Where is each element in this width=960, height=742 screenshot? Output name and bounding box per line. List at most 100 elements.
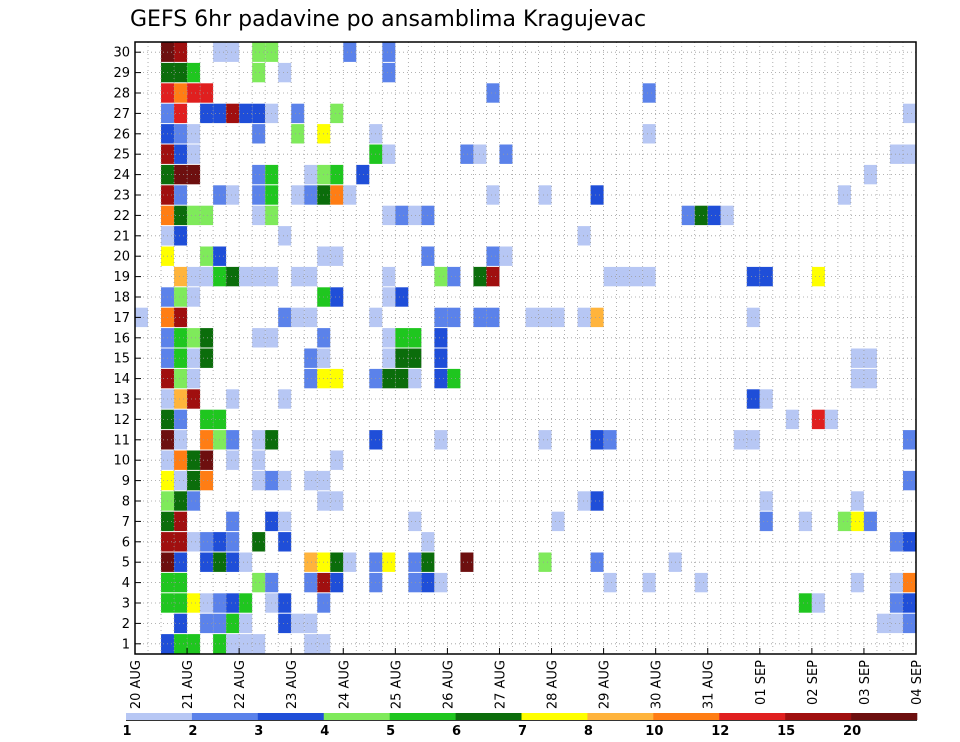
cell-member-9-step-6 (200, 470, 214, 491)
cell-member-25-step-60 (902, 144, 916, 164)
cell-member-2-step-6 (200, 613, 214, 634)
plot-frame (134, 41, 917, 655)
y-tick-label-24: 24 (113, 168, 130, 183)
cell-member-11-step-24 (434, 430, 448, 450)
cell-member-24-step-16 (330, 164, 344, 185)
cell-member-13-step-12 (278, 389, 292, 409)
colorbar-label-10: 10 (645, 724, 663, 739)
x-tick-label-5: 25 AUG (389, 660, 404, 709)
colorbar-swatch-12 (851, 713, 918, 720)
cell-member-24-step-5 (187, 164, 201, 185)
cell-member-21-step-35 (577, 226, 591, 246)
cell-member-10-step-16 (330, 450, 344, 470)
cell-member-22-step-45 (707, 205, 721, 226)
cell-member-21-step-4 (174, 226, 188, 246)
cell-member-5-step-20 (382, 552, 396, 572)
cell-member-2-step-12 (278, 613, 292, 634)
cell-member-26-step-4 (174, 124, 188, 144)
cell-member-3-step-4 (174, 593, 188, 613)
cell-member-8-step-35 (577, 491, 591, 511)
cell-member-17-step-13 (291, 307, 305, 328)
colorbar-label-12: 12 (711, 724, 729, 739)
chart-title: GEFS 6hr padavine po ansamblima Kragujev… (130, 7, 646, 32)
y-tick-label-17: 17 (113, 311, 130, 326)
cell-member-4-step-10 (252, 572, 266, 593)
cell-member-27-step-9 (239, 103, 253, 124)
cell-member-14-step-4 (174, 368, 188, 389)
cell-member-17-step-36 (590, 307, 604, 328)
cell-member-2-step-4 (174, 613, 188, 634)
cell-member-27-step-8 (226, 103, 240, 124)
cell-member-7-step-12 (278, 511, 292, 532)
cell-member-4-step-44 (694, 572, 708, 593)
colorbar-label-15: 15 (777, 724, 795, 739)
x-tick-label-3: 23 AUG (285, 660, 300, 709)
y-tick-label-29: 29 (113, 66, 130, 81)
colorbar-label-3: 3 (254, 724, 263, 739)
cell-member-25-step-26 (460, 144, 474, 164)
x-tick-label-11: 31 AUG (702, 660, 717, 709)
cell-member-3-step-8 (226, 593, 240, 613)
cell-member-14-step-24 (434, 368, 448, 389)
cell-member-16-step-4 (174, 328, 188, 348)
cell-member-15-step-6 (200, 348, 214, 368)
colorbar-swatch-6 (455, 713, 522, 720)
cell-member-16-step-20 (382, 328, 396, 348)
cell-member-4-step-24 (434, 572, 448, 593)
cell-member-16-step-21 (395, 328, 409, 348)
x-tick-label-0: 20 AUG (129, 660, 144, 709)
x-tick-label-7: 27 AUG (493, 660, 508, 709)
cell-member-7-step-49 (759, 511, 773, 532)
cell-member-20-step-6 (200, 246, 214, 266)
cell-member-23-step-4 (174, 185, 188, 205)
cell-member-15-step-21 (395, 348, 409, 368)
cell-member-9-step-14 (304, 470, 318, 491)
cell-member-2-step-13 (291, 613, 305, 634)
cell-member-18-step-16 (330, 287, 344, 307)
cell-member-7-step-56 (850, 511, 864, 532)
cell-member-13-step-8 (226, 389, 240, 409)
x-tick-label-12: 01 SEP (754, 660, 769, 705)
y-tick-label-4: 4 (122, 576, 130, 591)
cell-member-22-step-5 (187, 205, 201, 226)
cell-member-22-step-6 (200, 205, 214, 226)
cell-member-9-step-60 (902, 470, 916, 491)
cell-member-4-step-60 (902, 572, 916, 593)
cell-member-19-step-53 (811, 266, 825, 287)
x-tick-label-8: 28 AUG (546, 660, 561, 709)
colorbar-label-5: 5 (386, 724, 395, 739)
y-tick-label-18: 18 (113, 291, 130, 306)
cell-member-2-step-59 (889, 613, 903, 634)
cell-member-13-step-4 (174, 389, 188, 409)
cell-member-8-step-36 (590, 491, 604, 511)
cell-member-25-step-29 (499, 144, 513, 164)
cell-member-14-step-56 (850, 368, 864, 389)
cell-member-19-step-24 (434, 266, 448, 287)
cell-member-15-step-24 (434, 348, 448, 368)
x-tick-label-2: 22 AUG (233, 660, 248, 709)
cell-member-22-step-43 (681, 205, 695, 226)
cell-member-15-step-14 (304, 348, 318, 368)
x-tick-label-14: 03 SEP (858, 660, 873, 705)
y-tick-label-1: 1 (122, 637, 130, 652)
cell-member-3-step-59 (889, 593, 903, 613)
cell-member-27-step-13 (291, 103, 305, 124)
cell-member-19-step-6 (200, 266, 214, 287)
cell-member-28-step-6 (200, 83, 214, 103)
cell-member-4-step-56 (850, 572, 864, 593)
cell-member-14-step-16 (330, 368, 344, 389)
cell-member-12-step-53 (811, 409, 825, 430)
cell-member-25-step-4 (174, 144, 188, 164)
cell-member-17-step-28 (486, 307, 500, 328)
cell-member-17-step-32 (538, 307, 552, 328)
cell-member-17-step-25 (447, 307, 461, 328)
cell-member-6-step-4 (174, 532, 188, 552)
y-tick-label-9: 9 (122, 474, 130, 489)
cell-member-30-step-8 (226, 42, 240, 62)
cell-member-3-step-9 (239, 593, 253, 613)
cell-member-28-step-40 (642, 83, 656, 103)
cell-member-5-step-4 (174, 552, 188, 572)
cell-member-15-step-57 (863, 348, 877, 368)
cell-member-1-step-14 (304, 634, 318, 654)
